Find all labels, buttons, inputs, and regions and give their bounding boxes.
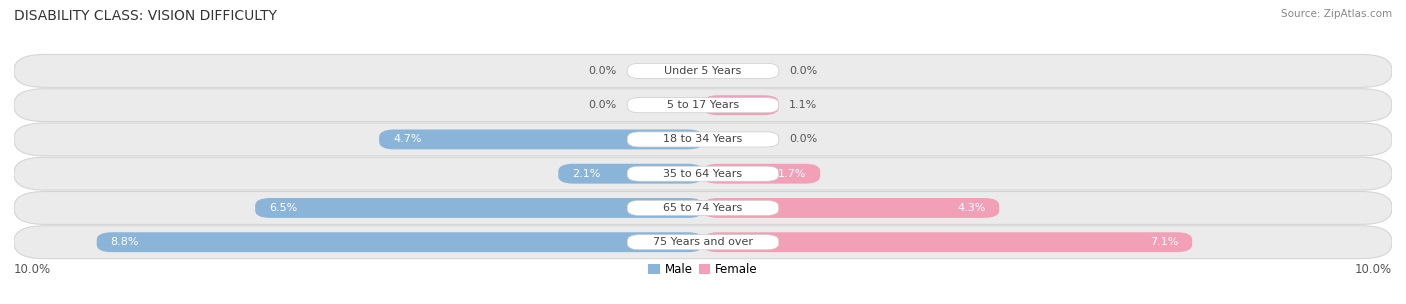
FancyBboxPatch shape	[703, 232, 1192, 252]
Text: 5 to 17 Years: 5 to 17 Years	[666, 100, 740, 110]
Text: 2.1%: 2.1%	[572, 169, 600, 179]
Text: 18 to 34 Years: 18 to 34 Years	[664, 134, 742, 144]
Text: 1.7%: 1.7%	[778, 169, 807, 179]
Text: 6.5%: 6.5%	[269, 203, 297, 213]
FancyBboxPatch shape	[703, 198, 1000, 218]
Text: Under 5 Years: Under 5 Years	[665, 66, 741, 76]
FancyBboxPatch shape	[703, 164, 820, 184]
Text: 4.7%: 4.7%	[392, 134, 422, 144]
Text: 0.0%: 0.0%	[789, 134, 817, 144]
Text: 10.0%: 10.0%	[14, 264, 51, 276]
Text: Source: ZipAtlas.com: Source: ZipAtlas.com	[1281, 9, 1392, 19]
Text: DISABILITY CLASS: VISION DIFFICULTY: DISABILITY CLASS: VISION DIFFICULTY	[14, 9, 277, 23]
FancyBboxPatch shape	[627, 132, 779, 147]
FancyBboxPatch shape	[256, 198, 703, 218]
FancyBboxPatch shape	[627, 98, 779, 113]
FancyBboxPatch shape	[14, 54, 1392, 87]
FancyBboxPatch shape	[380, 130, 703, 149]
FancyBboxPatch shape	[14, 123, 1392, 156]
Text: 1.1%: 1.1%	[789, 100, 817, 110]
FancyBboxPatch shape	[627, 235, 779, 250]
Text: 65 to 74 Years: 65 to 74 Years	[664, 203, 742, 213]
Text: 75 Years and over: 75 Years and over	[652, 237, 754, 247]
Text: 8.8%: 8.8%	[111, 237, 139, 247]
FancyBboxPatch shape	[14, 192, 1392, 224]
Text: 35 to 64 Years: 35 to 64 Years	[664, 169, 742, 179]
FancyBboxPatch shape	[14, 226, 1392, 259]
FancyBboxPatch shape	[627, 200, 779, 216]
Text: 0.0%: 0.0%	[589, 100, 617, 110]
Text: 7.1%: 7.1%	[1150, 237, 1178, 247]
FancyBboxPatch shape	[14, 89, 1392, 122]
Legend: Male, Female: Male, Female	[648, 263, 758, 276]
FancyBboxPatch shape	[627, 166, 779, 181]
Text: 4.3%: 4.3%	[957, 203, 986, 213]
FancyBboxPatch shape	[703, 95, 779, 115]
FancyBboxPatch shape	[14, 157, 1392, 190]
FancyBboxPatch shape	[627, 63, 779, 78]
Text: 0.0%: 0.0%	[589, 66, 617, 76]
FancyBboxPatch shape	[558, 164, 703, 184]
FancyBboxPatch shape	[97, 232, 703, 252]
Text: 10.0%: 10.0%	[1355, 264, 1392, 276]
Text: 0.0%: 0.0%	[789, 66, 817, 76]
